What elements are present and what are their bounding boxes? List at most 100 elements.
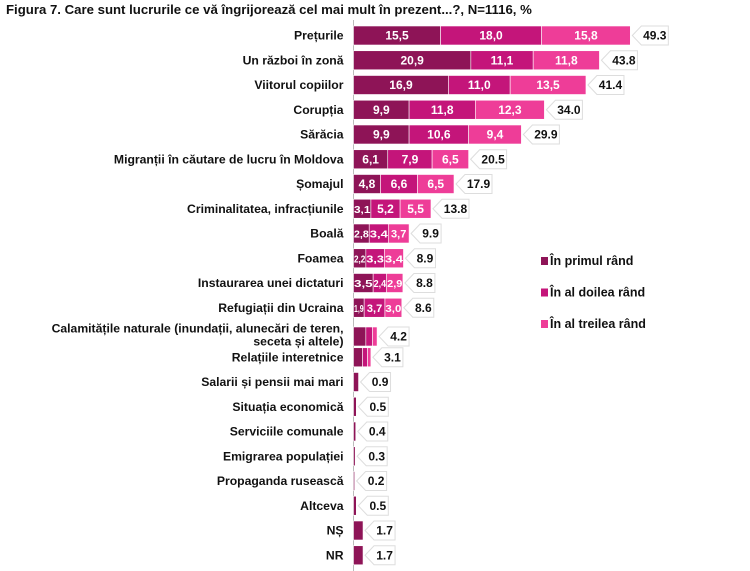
total-label: 0.5 [369, 499, 386, 513]
total-callout [455, 174, 493, 194]
data-label: 5,2 [377, 202, 394, 216]
data-label: 5,5 [407, 202, 424, 216]
bar-segment [353, 446, 356, 467]
total-callout [359, 372, 392, 392]
data-label: 4,8 [359, 177, 376, 191]
data-label: 11,0 [468, 78, 491, 92]
data-label: 13,5 [536, 78, 560, 92]
total-callout [469, 149, 508, 170]
total-callout [404, 273, 436, 293]
total-callout [404, 248, 436, 269]
category-label: Relațiile interetnice [232, 350, 344, 364]
bar-segment [475, 99, 545, 120]
total-label: 4.2 [390, 330, 407, 344]
total-callout [364, 520, 396, 541]
bar-segment [388, 223, 410, 244]
total-label: 3.1 [384, 350, 401, 364]
data-label: 11,1 [491, 53, 514, 67]
data-label: 1,9 [354, 304, 364, 315]
data-label: 3,3 [366, 254, 384, 265]
total-callout [522, 124, 560, 145]
data-label: 6,1 [362, 152, 379, 166]
category-label: Sărăcia [300, 128, 344, 142]
total-label: 8.6 [415, 301, 432, 315]
bar-segment [384, 248, 404, 269]
category-label: Migranții în căutare de lucru în Moldova [114, 152, 344, 166]
bar-segment [399, 198, 432, 219]
bar-segment [372, 326, 378, 347]
bar-segment [386, 273, 404, 293]
data-label: 15,5 [385, 29, 409, 43]
data-label: 6,5 [427, 177, 444, 191]
category-label: Un război în zonă [243, 53, 344, 67]
data-label: 10,6 [427, 128, 451, 142]
bar-segment [353, 347, 363, 368]
category-label: Criminalitatea, infracțiunile [187, 202, 344, 216]
total-callout [410, 223, 442, 244]
total-label: 34.0 [557, 103, 581, 117]
total-label: 1.7 [376, 524, 393, 538]
total-label: 17.9 [467, 177, 491, 191]
bar-segment [367, 347, 372, 368]
bar-segment [541, 25, 631, 46]
total-label: 0.5 [369, 400, 386, 414]
data-label: 18,0 [479, 29, 503, 43]
data-label: 3,0 [385, 304, 401, 315]
category-label: Calamitățile naturale (inundații, alunec… [52, 322, 344, 349]
bar-segment [353, 495, 357, 516]
legend-label: În al treilea rând [549, 316, 646, 331]
data-label: 6,6 [391, 177, 408, 191]
category-label: Viitorul copiilor [254, 78, 343, 92]
category-label: Foamea [297, 251, 343, 265]
data-label: 3,5 [354, 279, 373, 290]
category-label: Emigrarea populației [223, 449, 344, 463]
data-label: 2,2 [354, 254, 366, 265]
bar-segment [362, 347, 368, 368]
total-callout [357, 421, 389, 442]
total-callout [356, 446, 388, 467]
total-label: 9.9 [422, 227, 439, 241]
data-label: 20,9 [400, 53, 424, 67]
data-label: 2,4 [374, 279, 387, 290]
bar-segment [468, 124, 522, 145]
total-label: 0.3 [368, 449, 385, 463]
total-callout [364, 545, 396, 566]
legend-label: În primul rând [549, 253, 633, 268]
bar-segment [353, 396, 357, 417]
category-label: NȘ [327, 524, 344, 538]
category-label: Refugiații din Ucraina [218, 301, 344, 315]
total-label: 43.8 [612, 53, 636, 67]
data-label: 3,7 [367, 303, 382, 315]
total-callout [631, 25, 669, 46]
bar-segment [509, 75, 587, 95]
total-label: 0.4 [369, 425, 386, 439]
bar-segment [353, 326, 367, 347]
data-label: 9,9 [373, 128, 390, 142]
data-label: 3,7 [391, 229, 406, 241]
total-callout [600, 50, 638, 71]
total-label: 20.5 [481, 152, 505, 166]
category-label: Prețurile [294, 29, 344, 43]
total-label: 13.8 [444, 202, 468, 216]
bar-segment [353, 421, 357, 442]
data-label: 9,4 [487, 128, 504, 142]
total-label: 8.8 [416, 276, 433, 290]
category-label: NR [326, 548, 344, 562]
legend-swatch [541, 288, 548, 297]
category-label: Altceva [300, 499, 344, 513]
data-label: 16,9 [389, 78, 413, 92]
total-callout [403, 297, 435, 318]
data-label: 6,5 [442, 152, 459, 166]
data-label: 3,1 [354, 205, 371, 216]
category-label: Șomajul [296, 177, 343, 191]
bar-segment [384, 297, 403, 318]
category-label: Serviciile comunale [230, 425, 344, 439]
total-callout [545, 99, 583, 120]
bar-segment [365, 326, 373, 347]
total-label: 0.9 [372, 375, 389, 389]
total-label: 29.9 [534, 128, 558, 142]
bar-segment [417, 174, 455, 194]
legend-swatch [541, 320, 548, 328]
bar-segment [431, 149, 469, 170]
